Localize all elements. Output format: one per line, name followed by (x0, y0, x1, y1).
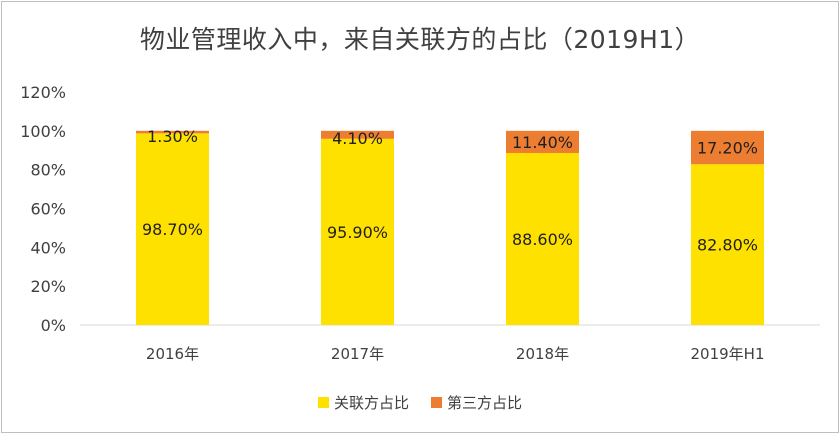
data-label-third-party: 17.20% (697, 139, 758, 158)
y-tick-label: 0% (41, 316, 66, 335)
bar-third-party (136, 130, 209, 134)
bar-related-party (321, 138, 394, 325)
y-tick-label: 60% (30, 200, 66, 219)
data-label-related-party: 82.80% (697, 236, 758, 255)
x-category-label: 2017年 (331, 345, 384, 363)
legend-item-related: 关联方占比 (317, 392, 409, 413)
y-tick-label: 80% (30, 161, 66, 180)
bar-related-party (506, 152, 579, 325)
legend: 关联方占比 第三方占比 (0, 392, 840, 413)
x-category-label: 2019年H1 (691, 345, 765, 363)
y-tick-label: 120% (20, 83, 66, 102)
data-label-third-party: 4.10% (332, 129, 383, 148)
bar-third-party (321, 130, 394, 139)
data-label-third-party: 1.30% (147, 127, 198, 146)
bar-third-party (691, 130, 764, 165)
chart-title: 物业管理收入中，来自关联方的占比（2019H1） (139, 25, 701, 54)
bar-third-party (506, 130, 579, 153)
data-label-related-party: 95.90% (327, 223, 388, 242)
y-tick-label: 100% (20, 122, 66, 141)
data-label-related-party: 98.70% (142, 220, 203, 239)
bar-related-party (136, 133, 209, 325)
legend-label-third-party: 第三方占比 (447, 394, 523, 412)
data-label-third-party: 11.40% (512, 133, 573, 152)
legend-swatch-related (317, 397, 329, 408)
legend-label-related: 关联方占比 (333, 394, 409, 412)
y-tick-label: 40% (30, 238, 66, 257)
legend-item-third-party: 第三方占比 (431, 392, 522, 413)
x-category-label: 2016年 (146, 345, 199, 363)
bar-related-party (691, 164, 764, 325)
legend-swatch-third-party (431, 397, 442, 408)
y-tick-label: 20% (30, 277, 66, 296)
x-category-label: 2018年 (516, 345, 569, 363)
data-label-related-party: 88.60% (512, 230, 573, 249)
